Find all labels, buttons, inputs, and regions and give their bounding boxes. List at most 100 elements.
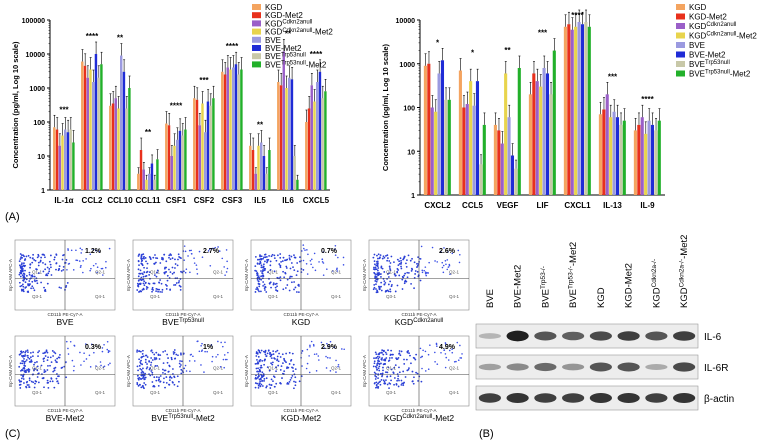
flow-event-dot xyxy=(168,383,171,386)
bar xyxy=(458,70,462,195)
flow-event-dot xyxy=(331,270,334,272)
flow-event-dot xyxy=(291,374,294,377)
flow-event-dot xyxy=(187,255,189,257)
significance-mark: **** xyxy=(86,32,99,41)
flow-event-dot xyxy=(398,352,400,355)
flow-event-dot xyxy=(397,269,400,271)
quadrant-label: Q2-1 xyxy=(213,270,224,275)
flow-event-dot xyxy=(286,258,289,261)
flow-event-dot xyxy=(279,256,282,259)
flow-event-dot xyxy=(173,376,176,379)
bar xyxy=(654,130,658,195)
bar xyxy=(510,155,515,195)
flow-event-dot xyxy=(402,384,405,387)
flow-event-dot xyxy=(178,380,180,383)
flow-event-dot xyxy=(288,380,291,383)
flow-event-dot xyxy=(290,262,293,264)
significance-mark: ** xyxy=(117,34,124,43)
flow-event-dot xyxy=(25,255,28,258)
flow-event-dot xyxy=(398,366,400,369)
flow-event-dot xyxy=(387,283,390,286)
flow-event-dot xyxy=(342,256,345,259)
flow-event-dot xyxy=(24,351,27,354)
legend-label: KGDCdkn2anull xyxy=(689,22,736,31)
flow-event-dot xyxy=(29,263,32,266)
flow-event-dot xyxy=(285,352,288,355)
bar xyxy=(72,142,75,190)
lane-label-suffix: -Met2 xyxy=(568,242,579,266)
flow-event-dot xyxy=(289,378,292,381)
flow-y-axis-title: Ep-CAM APC-A xyxy=(126,355,131,387)
flow-event-dot xyxy=(461,353,463,355)
flow-event-dot xyxy=(30,359,33,362)
flow-event-dot xyxy=(211,355,214,358)
flow-event-dot xyxy=(372,268,375,270)
bar xyxy=(657,120,661,195)
flow-event-dot xyxy=(394,364,397,367)
flow-event-dot xyxy=(208,248,211,251)
flow-event-dot xyxy=(84,343,87,345)
flow-event-dot xyxy=(218,250,221,252)
flow-event-dot xyxy=(376,260,379,263)
flow-event-dot xyxy=(65,259,68,261)
flow-event-dot xyxy=(294,286,297,289)
significance-mark: ** xyxy=(504,46,511,55)
legend-swatch xyxy=(252,36,261,43)
flow-event-dot xyxy=(276,290,279,292)
flow-event-dot xyxy=(290,255,293,258)
flow-event-dot xyxy=(279,266,282,269)
bar xyxy=(262,156,266,190)
flow-x-axis-title: CD11b PE-Cy7-A xyxy=(402,312,437,317)
flow-event-dot xyxy=(41,253,44,256)
flow-event-dot xyxy=(264,289,266,291)
flow-event-dot xyxy=(42,360,45,363)
flow-event-dot xyxy=(389,268,391,270)
flow-event-dot xyxy=(136,350,138,353)
flow-event-dot xyxy=(151,381,154,383)
flow-event-dot xyxy=(23,382,25,384)
significance-mark: **** xyxy=(226,42,239,51)
flow-event-dot xyxy=(282,362,284,365)
flow-event-dot xyxy=(224,274,226,276)
flow-event-dot xyxy=(377,253,380,256)
flow-event-dot xyxy=(378,362,380,365)
bar xyxy=(234,64,238,190)
flow-event-dot xyxy=(443,247,445,249)
flow-event-dot xyxy=(263,363,265,366)
legend-swatch xyxy=(252,45,261,51)
flow-event-dot xyxy=(343,348,345,351)
bar xyxy=(201,103,204,190)
flow-event-dot xyxy=(256,286,258,289)
lane-label-base: KGD-Met2 xyxy=(624,263,635,308)
flow-event-dot xyxy=(34,368,36,370)
flow-event-dot xyxy=(305,367,308,370)
flow-event-dot xyxy=(54,352,57,355)
bar xyxy=(148,173,151,190)
flow-event-dot xyxy=(28,271,31,274)
blot-band xyxy=(645,393,668,403)
flow-sample-label-base: BVE xyxy=(151,413,168,423)
flow-event-dot xyxy=(46,282,49,285)
bar xyxy=(602,109,606,195)
bar xyxy=(260,142,263,190)
flow-event-dot xyxy=(20,267,23,270)
flow-event-dot xyxy=(39,260,42,263)
flow-event-dot xyxy=(103,365,106,368)
bar xyxy=(178,130,182,190)
flow-sample-label: KGDCdkn2anull xyxy=(395,317,443,327)
bar xyxy=(198,125,201,190)
flow-event-dot xyxy=(166,353,169,356)
flow-percentage: 1.2% xyxy=(85,248,102,255)
flow-event-dot xyxy=(436,261,439,263)
bar xyxy=(647,120,651,195)
flow-event-dot xyxy=(291,352,294,355)
flow-event-dot xyxy=(19,269,22,272)
significance-mark: **** xyxy=(310,50,323,59)
flow-event-dot xyxy=(27,254,30,257)
flow-event-dot xyxy=(403,358,405,361)
flow-event-dot xyxy=(279,356,282,358)
flow-event-dot xyxy=(414,270,417,272)
flow-event-dot xyxy=(254,363,257,365)
flow-event-dot xyxy=(372,365,375,368)
